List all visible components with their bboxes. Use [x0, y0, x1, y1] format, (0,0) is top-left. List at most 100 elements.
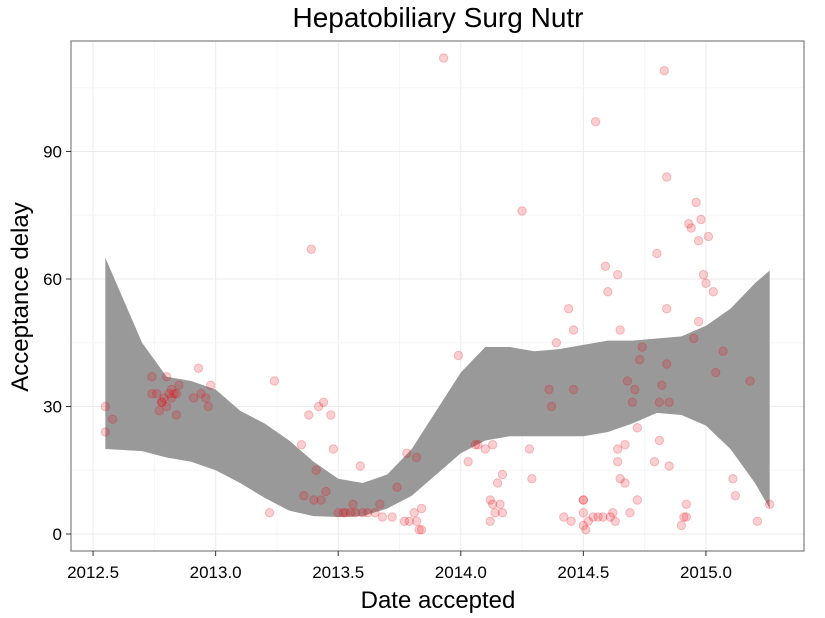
data-point	[588, 512, 598, 522]
y-axis-title: Acceptance delay	[7, 202, 34, 391]
data-point	[764, 499, 775, 509]
data-point	[416, 503, 427, 514]
data-point	[495, 499, 505, 509]
data-point	[362, 508, 373, 518]
data-point	[632, 495, 642, 505]
data-point	[487, 440, 498, 450]
data-point	[328, 444, 339, 454]
data-point	[147, 389, 157, 399]
data-point	[703, 231, 714, 242]
data-point	[664, 461, 674, 471]
data-point	[551, 338, 562, 348]
data-point	[693, 316, 704, 327]
data-point	[605, 512, 616, 522]
data-point	[649, 457, 660, 467]
data-point	[612, 444, 623, 454]
y-tick-label: 30	[43, 398, 62, 417]
data-point	[370, 508, 380, 518]
data-point	[701, 278, 711, 288]
data-point	[659, 66, 669, 76]
y-tick-label: 0	[53, 525, 62, 544]
data-point	[409, 508, 419, 518]
data-point	[404, 516, 415, 526]
data-point	[411, 516, 422, 526]
plot-border	[70, 40, 805, 552]
data-point	[620, 440, 630, 450]
data-point	[350, 508, 361, 518]
data-point	[620, 478, 630, 488]
data-point	[610, 516, 620, 526]
data-point	[487, 499, 498, 509]
data-point	[333, 508, 343, 518]
data-point	[147, 372, 157, 382]
data-point	[745, 376, 755, 386]
data-point	[387, 512, 397, 522]
y-tick-label: 60	[43, 270, 62, 289]
data-point	[463, 457, 473, 467]
data-point	[630, 384, 640, 395]
data-point	[581, 525, 591, 535]
y-tick-label: 90	[43, 143, 62, 162]
data-point	[654, 397, 665, 407]
data-point	[559, 512, 569, 522]
data-point	[708, 287, 718, 297]
data-point	[152, 389, 162, 399]
data-point	[583, 516, 593, 526]
data-point	[313, 401, 324, 412]
data-point	[326, 410, 336, 420]
data-point	[711, 367, 721, 378]
data-point	[654, 435, 665, 446]
data-point	[100, 401, 111, 412]
data-point	[679, 512, 689, 522]
data-point	[657, 380, 667, 390]
data-point	[652, 248, 662, 259]
x-tick-label: 2013.5	[312, 563, 364, 582]
data-point	[416, 525, 427, 535]
data-point	[193, 363, 204, 373]
data-point	[201, 393, 211, 403]
data-point	[686, 223, 696, 233]
data-point	[157, 397, 167, 407]
data-point	[402, 448, 412, 458]
data-point	[169, 389, 179, 399]
data-point	[100, 427, 111, 437]
data-point	[154, 406, 164, 416]
data-point	[546, 401, 557, 412]
data-point	[453, 350, 464, 361]
data-point	[615, 474, 625, 484]
data-point	[316, 495, 326, 505]
data-point	[308, 495, 319, 505]
data-point	[321, 486, 331, 497]
data-point	[662, 359, 672, 369]
data-point	[161, 372, 172, 382]
data-point	[296, 440, 307, 450]
data-point	[632, 423, 642, 433]
data-point	[612, 457, 623, 467]
data-point	[578, 495, 589, 505]
data-point	[578, 520, 589, 531]
data-point	[662, 172, 672, 182]
x-tick-label: 2014.5	[557, 563, 609, 582]
data-point	[603, 287, 613, 297]
data-point	[358, 508, 368, 518]
data-point	[340, 508, 351, 518]
data-point	[497, 469, 508, 480]
data-point	[174, 380, 184, 390]
data-point	[593, 512, 603, 522]
data-point	[637, 342, 647, 352]
data-point	[676, 520, 687, 531]
data-point	[164, 389, 174, 399]
data-point	[600, 261, 611, 271]
data-point	[355, 461, 365, 471]
data-point	[527, 474, 537, 484]
data-points	[100, 53, 775, 535]
data-point	[664, 397, 674, 407]
data-point	[730, 491, 741, 501]
data-point	[612, 270, 623, 280]
data-point	[696, 214, 706, 225]
data-point	[166, 393, 177, 403]
data-point	[622, 376, 633, 386]
data-point	[568, 325, 579, 335]
